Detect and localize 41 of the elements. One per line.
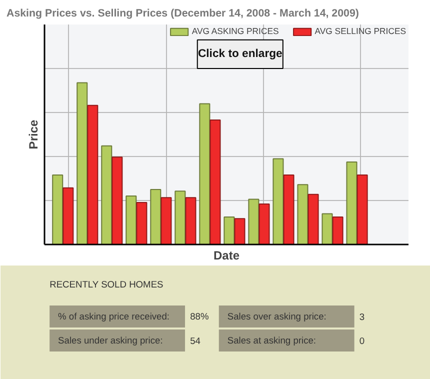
bar (258, 204, 270, 244)
bar (224, 216, 235, 244)
bar (112, 156, 123, 244)
text: % of asking price received: (58, 312, 170, 322)
bar (150, 189, 162, 244)
bar (308, 194, 319, 244)
bar (62, 187, 74, 244)
text: 88% (190, 312, 209, 322)
y-axis-title: Price (26, 119, 40, 150)
bar (248, 198, 260, 244)
bar (234, 218, 246, 244)
text: 3 (359, 312, 365, 322)
bar (126, 195, 137, 244)
bar (210, 119, 221, 244)
legend-label: AVG SELLING PRICES (314, 26, 406, 36)
bar (136, 202, 148, 244)
bar (160, 197, 172, 244)
text: RECENTLY SOLD HOMES (50, 280, 164, 290)
bar (52, 174, 64, 244)
bar (356, 174, 368, 244)
bar (185, 197, 196, 244)
text: Sales under asking price: (58, 336, 163, 346)
bar (332, 216, 344, 244)
bar (297, 184, 308, 244)
bar (346, 162, 358, 244)
bar (199, 103, 210, 244)
text: 54 (190, 336, 200, 346)
bar (101, 145, 112, 244)
text: Click to enlarge (198, 48, 282, 60)
bar (272, 158, 284, 244)
legend-label: AVG ASKING PRICES (192, 26, 279, 36)
chart-title: Asking Prices vs. Selling Prices (December 14, 2008 - March 14, 2009) (6, 8, 360, 20)
bar (87, 104, 98, 244)
text: Sales over asking price: (227, 312, 326, 322)
text: Sales at asking price: (227, 336, 316, 346)
bar (174, 190, 186, 244)
bar (283, 174, 294, 244)
x-axis-title: Date (213, 248, 240, 262)
text: 0 (359, 336, 365, 346)
bar (76, 82, 88, 244)
bar (322, 213, 333, 244)
